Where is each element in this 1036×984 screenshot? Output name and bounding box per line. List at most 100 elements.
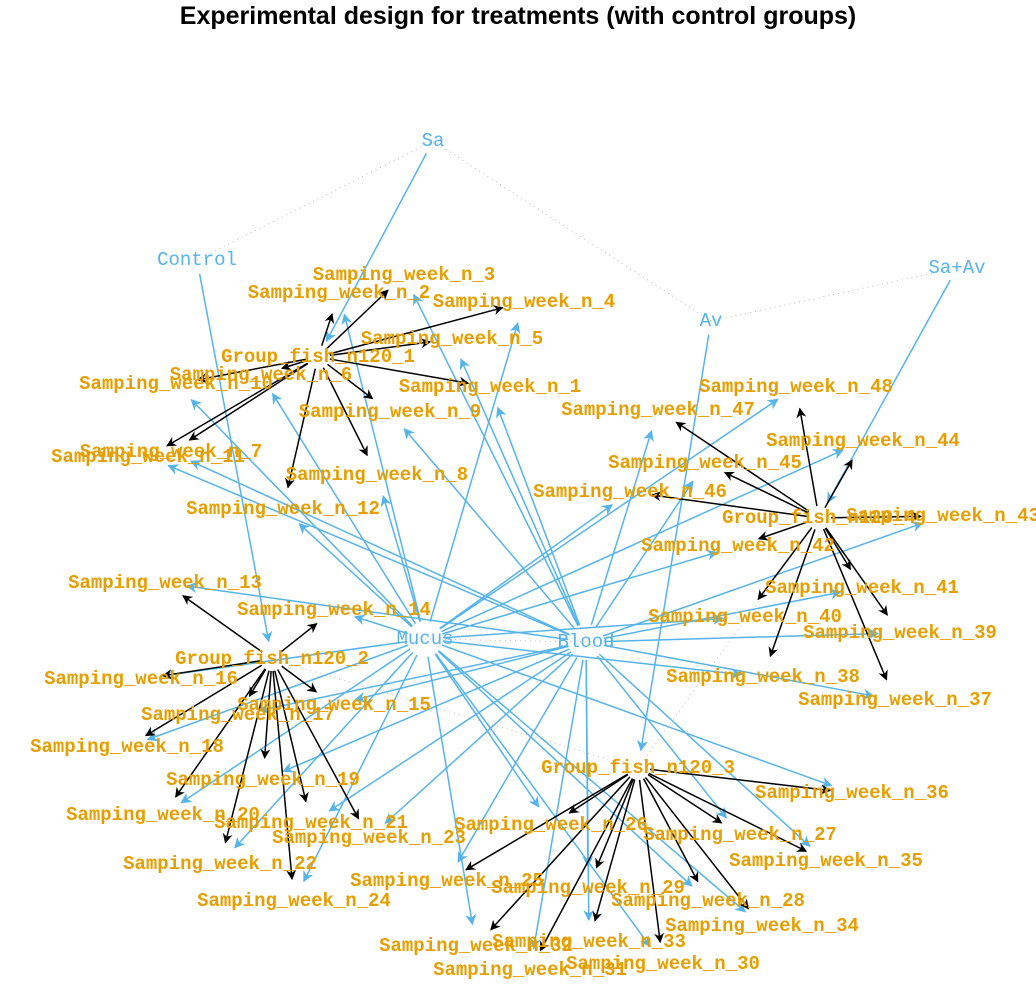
dotted-edge-G2-G3	[271, 658, 639, 769]
group-edge-G2-S14	[280, 623, 318, 653]
node-label-g1: Group_fish_n120_1	[221, 346, 415, 368]
node-label-s8: Samping_week_n_8	[286, 464, 468, 486]
node-label-s33: Samping_week_n_33	[492, 931, 686, 953]
group-edge-G3-S33	[592, 779, 636, 922]
tissue-edge-Mucus-S32	[427, 656, 477, 926]
group-edge-G4-S45	[723, 471, 809, 514]
group-edge-G4-S41	[824, 527, 852, 571]
node-label-s38: Samping_week_n_38	[666, 666, 860, 688]
tissue-edge-Blood-S45	[595, 480, 694, 628]
tissue-edge-Mucus-S4	[429, 322, 521, 622]
node-label-s26: Samping_week_n_26	[454, 814, 648, 836]
group-edge-G4-S43	[830, 511, 923, 522]
tissue-edge-Blood-S13	[185, 581, 569, 641]
treatment-edge-Sa-G1	[325, 153, 428, 343]
group-edge-G4-S39	[825, 527, 888, 616]
tissue-edge-Blood-S17	[258, 644, 569, 714]
node-label-s46: Samping_week_n_46	[533, 481, 727, 503]
node-label-s44: Samping_week_n_44	[766, 430, 960, 452]
tissue-edge-Blood-S41	[603, 588, 842, 640]
tissue-edge-Blood-S9	[403, 427, 575, 629]
group-edge-G1-S8	[322, 367, 368, 457]
tissue-edge-Blood-S37	[603, 644, 875, 700]
group-edge-G2-S21	[274, 670, 309, 803]
group-edge-G3-S29	[595, 778, 635, 869]
node-label-s29: Samping_week_n_29	[491, 877, 685, 899]
node-label-g3: Group_fish_n120_3	[541, 757, 735, 779]
tissue-edge-Mucus-S6	[271, 392, 417, 625]
tissue-edge-Blood-S11	[167, 464, 570, 636]
tissue-edge-Mucus-S20	[180, 648, 411, 804]
group-edge-G3-S25	[465, 773, 629, 871]
tissue-edge-Mucus-S12	[298, 523, 413, 628]
tissue-edge-Mucus-S14	[353, 614, 409, 635]
group-edge-G3-S35	[648, 772, 808, 852]
group-edge-G3-S26	[568, 773, 629, 814]
node-label-s4: Samping_week_n_4	[433, 291, 615, 313]
tissue-edge-Mucus-S26	[434, 653, 540, 808]
tissue-edge-Blood-S3	[413, 293, 579, 627]
group-edge-G2-S24	[272, 670, 297, 881]
node-label-s47: Samping_week_n_47	[561, 399, 755, 421]
dotted-edge-Sa-Av	[432, 140, 712, 322]
node-label-s9: Samping_week_n_9	[299, 401, 481, 423]
tissue-edge-Mucus-S38	[442, 640, 743, 679]
group-edges	[144, 289, 923, 952]
node-label-s16: Samping_week_n_16	[44, 668, 238, 690]
group-edge-G1-S2	[321, 312, 335, 346]
tissue-edge-Blood-S47	[590, 429, 654, 626]
node-label-s11: Samping_week_n_11	[51, 446, 245, 468]
tissue-edge-Blood-S21	[328, 651, 572, 812]
tissue-edge-Mucus-S2	[341, 313, 422, 622]
group-edge-G2-S15	[281, 665, 318, 693]
node-label-s17: Samping_week_n_17	[141, 704, 335, 726]
group-edge-G2-S19	[260, 670, 272, 760]
group-edge-G2-S13	[182, 595, 263, 653]
node-label-s14: Samping_week_n_14	[237, 599, 431, 621]
group-edge-G1-S7	[188, 362, 309, 441]
node-label-g2: Group_fish_n120_2	[175, 648, 369, 670]
tissue-edge-Mucus-S36	[441, 644, 833, 788]
node-label-s20: Samping_week_n_20	[66, 804, 260, 826]
tissue-edge-Blood-S1	[496, 406, 581, 626]
tissue-edge-Blood-S23	[384, 653, 574, 824]
tissue-edge-Mucus-S10	[190, 398, 413, 627]
tissue-edge-Mucus-S40	[442, 613, 725, 639]
node-label-s25: Samping_week_n_25	[350, 870, 544, 892]
group-edge-G2-S18	[144, 664, 263, 737]
tissue-edge-Mucus-S30	[435, 653, 651, 948]
group-edge-G3-S30	[638, 779, 665, 944]
tissue-edge-Mucus-S18	[146, 644, 409, 742]
node-label-av: Av	[700, 310, 723, 332]
tissue-edge-Mucus-S8	[380, 495, 421, 622]
tissue-edge-Blood-S27	[596, 655, 727, 819]
group-edge-G1-S5	[329, 338, 432, 357]
node-label-s6: Samping_week_n_6	[170, 364, 352, 386]
tissue-edge-Blood-S35	[598, 653, 811, 847]
tissue-edge-Blood-S15	[354, 645, 569, 703]
dotted-edge-Mucus-Blood	[424, 638, 587, 643]
node-label-s31: Samping_week_n_31	[433, 959, 627, 981]
tissue-edge-Mucus-S34	[438, 650, 747, 913]
node-label-blood: Blood	[557, 631, 614, 653]
group-edge-G4-S38	[768, 529, 816, 658]
group-edge-G4-S42	[757, 521, 808, 541]
tissue-edge-Blood-S5	[459, 358, 580, 626]
node-label-s40: Samping_week_n_40	[648, 606, 842, 628]
node-label-saav: Sa+Av	[928, 257, 985, 279]
node-label-sa: Sa	[422, 130, 445, 152]
node-label-s15: Samping_week_n_15	[237, 694, 431, 716]
tissue-edge-Blood-S33	[583, 659, 595, 922]
tissue-edge-Blood-S7	[190, 460, 570, 636]
node-label-s37: Samping_week_n_37	[798, 689, 992, 711]
node-label-s22: Samping_week_n_22	[123, 853, 317, 875]
group-edge-G4-S44	[824, 459, 853, 508]
node-label-s23: Samping_week_n_23	[272, 827, 466, 849]
group-edge-G4-S47	[675, 421, 810, 512]
node-label-s28: Samping_week_n_28	[611, 890, 805, 912]
dotted-edge-Av-SaAv	[710, 267, 958, 322]
tissue-edges	[146, 153, 951, 950]
node-label-s36: Samping_week_n_36	[755, 782, 949, 804]
group-edge-G3-S31	[539, 778, 634, 952]
